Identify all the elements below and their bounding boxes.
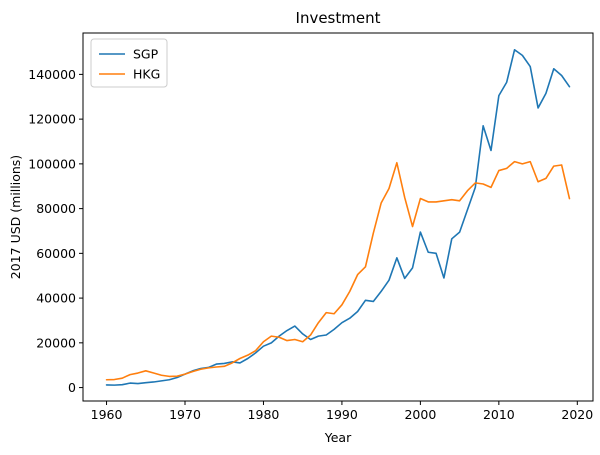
legend: SGP HKG	[90, 38, 168, 88]
x-tick-label: 1990	[326, 407, 358, 422]
x-tick-label: 2000	[404, 407, 436, 422]
x-tick-label: 1980	[248, 407, 280, 422]
series-line-hkg	[105, 160, 571, 381]
y-tick-label: 120000	[28, 112, 76, 127]
y-tick-label: 140000	[28, 67, 76, 82]
y-tick-label: 80000	[36, 201, 76, 216]
x-tick-label: 2020	[561, 407, 593, 422]
y-tick-label: 20000	[36, 335, 76, 350]
legend-box	[90, 38, 168, 88]
y-axis-label: 2017 USD (millions)	[8, 155, 23, 279]
legend-label-hkg: HKG	[133, 67, 160, 82]
y-tick-label: 60000	[36, 246, 76, 261]
x-tick-label: 1960	[91, 407, 123, 422]
x-tick-label: 2010	[483, 407, 515, 422]
y-tick-label: 0	[68, 380, 76, 395]
legend-label-sgp: SGP	[133, 47, 159, 62]
series-layer	[105, 48, 571, 386]
y-tick-label: 40000	[36, 291, 76, 306]
y-axis-ticks: 0 20000 40000 60000 80000 100000 120000 140000	[28, 67, 83, 395]
x-axis-label: Year	[324, 430, 352, 445]
series-line-sgp	[105, 48, 571, 386]
chart-title: Investment	[296, 9, 381, 27]
y-tick-label: 100000	[28, 156, 76, 171]
plot-area	[82, 32, 594, 402]
plot-frame	[82, 32, 594, 402]
x-axis-ticks: 1960 1970 1980 1990 2000 2010 2020	[91, 401, 593, 422]
x-tick-label: 1970	[169, 407, 201, 422]
